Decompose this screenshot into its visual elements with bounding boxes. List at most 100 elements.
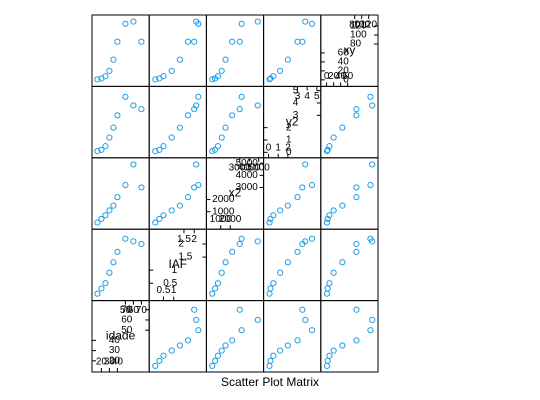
point bbox=[218, 134, 225, 141]
point bbox=[110, 202, 117, 209]
point bbox=[110, 259, 117, 266]
variable-name: xy bbox=[343, 43, 355, 57]
tick-label: 0 bbox=[286, 147, 292, 158]
point bbox=[106, 134, 113, 141]
point bbox=[254, 316, 261, 324]
point bbox=[229, 38, 236, 45]
point bbox=[326, 280, 333, 287]
point bbox=[94, 290, 101, 297]
tick-label: 60 bbox=[121, 315, 133, 326]
tick-label: 2 bbox=[285, 142, 291, 153]
point bbox=[353, 337, 360, 344]
point bbox=[299, 306, 306, 313]
point bbox=[168, 134, 175, 141]
panel bbox=[148, 14, 207, 87]
tick-label: 1000 bbox=[210, 214, 233, 225]
point bbox=[102, 212, 109, 219]
point bbox=[102, 73, 109, 80]
tick-label: 50 bbox=[120, 305, 132, 316]
point bbox=[102, 143, 109, 150]
point bbox=[330, 207, 337, 214]
point bbox=[299, 240, 306, 248]
point bbox=[214, 73, 222, 80]
tick-label: 100 bbox=[350, 30, 367, 41]
point bbox=[277, 347, 284, 354]
panel bbox=[148, 157, 207, 230]
point bbox=[98, 285, 105, 292]
point bbox=[367, 93, 374, 100]
point bbox=[138, 106, 145, 113]
point bbox=[302, 18, 309, 25]
panel bbox=[320, 85, 379, 159]
point bbox=[138, 38, 145, 45]
point bbox=[308, 235, 316, 242]
point bbox=[353, 194, 360, 201]
point bbox=[122, 20, 129, 27]
point bbox=[130, 238, 137, 245]
point bbox=[160, 73, 167, 80]
tick-label: 0 bbox=[343, 74, 349, 85]
point bbox=[138, 184, 145, 191]
point bbox=[323, 290, 331, 297]
point bbox=[236, 306, 243, 313]
point bbox=[324, 215, 331, 223]
point bbox=[339, 342, 346, 349]
tick-label: 3 bbox=[293, 110, 299, 121]
point bbox=[222, 56, 229, 63]
tick-label: 80 bbox=[350, 39, 362, 50]
tick-label: 120 bbox=[350, 21, 367, 32]
point bbox=[191, 306, 198, 313]
point bbox=[168, 207, 175, 214]
point bbox=[302, 161, 309, 168]
point bbox=[369, 238, 376, 245]
point bbox=[254, 238, 261, 245]
point bbox=[214, 143, 222, 150]
tick-label: 0 bbox=[266, 142, 272, 153]
point bbox=[110, 124, 117, 131]
tick-label: 60 bbox=[128, 305, 140, 316]
point bbox=[222, 124, 229, 131]
variable-name: IAF bbox=[168, 257, 187, 271]
point bbox=[152, 219, 159, 226]
point bbox=[266, 290, 273, 297]
point bbox=[238, 20, 245, 27]
tick-label: 30 bbox=[104, 357, 116, 368]
point bbox=[308, 327, 316, 334]
tick-label: 2 bbox=[178, 239, 184, 250]
point bbox=[299, 38, 306, 45]
point bbox=[122, 93, 129, 100]
point bbox=[156, 146, 163, 153]
point bbox=[238, 93, 245, 100]
tick-label: 5 bbox=[293, 85, 299, 96]
point bbox=[229, 337, 236, 344]
tick-label: 40 bbox=[338, 57, 350, 68]
point bbox=[367, 327, 374, 334]
point bbox=[160, 143, 167, 150]
point bbox=[114, 38, 121, 45]
tick-label: 20 bbox=[328, 71, 340, 82]
point bbox=[94, 219, 101, 226]
tick-label: 0.5 bbox=[157, 285, 171, 296]
point bbox=[353, 240, 360, 248]
point bbox=[266, 219, 273, 226]
point bbox=[294, 337, 301, 344]
point bbox=[218, 269, 225, 276]
tick-label: 0 bbox=[324, 71, 330, 82]
point bbox=[160, 212, 167, 219]
point bbox=[308, 181, 316, 189]
point bbox=[339, 202, 346, 209]
point bbox=[214, 352, 222, 359]
point bbox=[193, 18, 200, 25]
point bbox=[330, 134, 337, 141]
point bbox=[160, 352, 167, 359]
point bbox=[114, 194, 121, 201]
point bbox=[229, 248, 236, 255]
tick-label: 1 bbox=[275, 142, 281, 153]
point bbox=[152, 147, 159, 155]
point bbox=[222, 259, 229, 266]
variable-name: x2 bbox=[229, 186, 242, 200]
point bbox=[176, 56, 183, 63]
point bbox=[277, 269, 284, 276]
point bbox=[106, 269, 113, 276]
point bbox=[184, 38, 192, 45]
